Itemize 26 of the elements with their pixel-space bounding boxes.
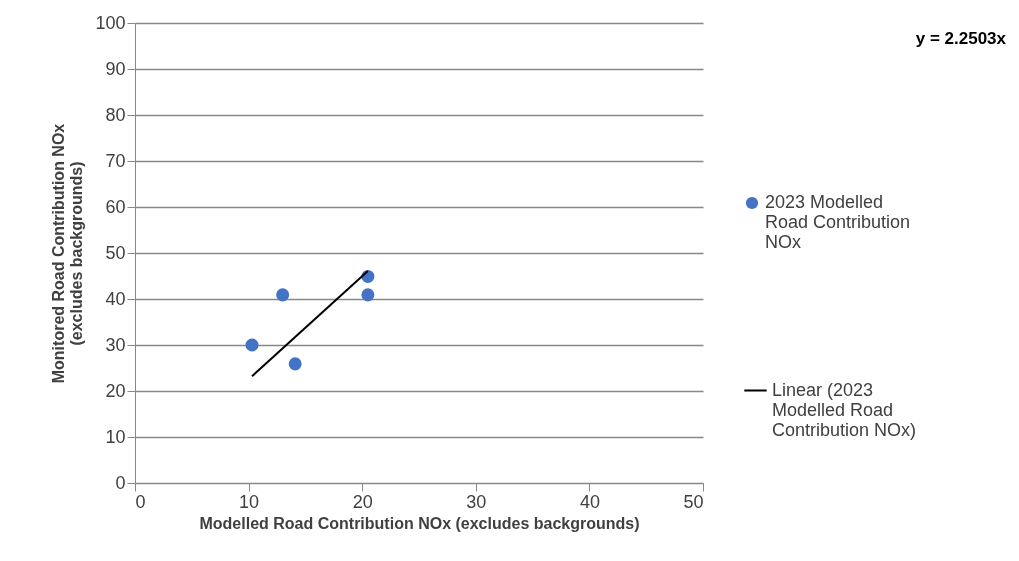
y-tick-label: 90 [105, 58, 126, 79]
y-tick-label: 0 [115, 472, 126, 493]
x-tick-label: 0 [135, 491, 146, 512]
y-tick-label: 80 [105, 104, 126, 125]
x-tick-label: 40 [579, 491, 600, 512]
x-tick-label: 20 [352, 491, 373, 512]
y-tick-label: 30 [105, 334, 126, 355]
y-tick-label: 60 [105, 196, 126, 217]
y-tick-label: 10 [105, 426, 126, 447]
point [361, 288, 375, 302]
point [276, 288, 290, 302]
x-axis-title: Modelled Road Contribution NOx (excludes backgrounds) [199, 514, 640, 532]
y-tick-label: 70 [105, 150, 126, 171]
x-tick-label: 50 [683, 491, 704, 512]
y-tick-label: 100 [95, 12, 126, 33]
y-axis-title: Monitored Road Contribution NOx (excludes backgrounds) [50, 123, 86, 384]
x-tick-label: 30 [466, 491, 487, 512]
y-tick-label: 50 [105, 242, 126, 263]
legend-label: 2023 Modelled Road Contribution NOx [765, 192, 911, 252]
y-tick-label: 20 [105, 380, 126, 401]
text: y = 2.2503x [915, 29, 1007, 48]
x-tick-label: 10 [239, 491, 260, 512]
legend-label: Linear (2023 Modelled Road Contribution NOx) [772, 379, 917, 440]
y-tick-label: 40 [105, 288, 126, 309]
point [288, 357, 302, 371]
point [245, 338, 259, 352]
